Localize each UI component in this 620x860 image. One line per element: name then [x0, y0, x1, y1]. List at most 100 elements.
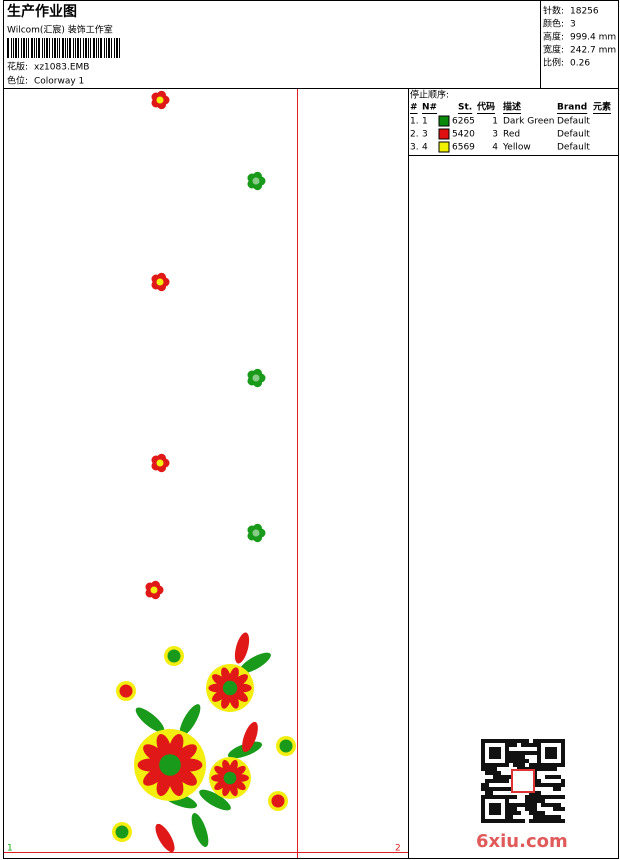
barcode-bar — [88, 38, 89, 58]
barcode-bar — [73, 38, 74, 58]
qr-cell — [545, 763, 549, 767]
qr-cell — [485, 819, 489, 823]
motif-center — [156, 96, 164, 104]
qr-cell — [561, 779, 565, 783]
stitches: 6265 — [452, 117, 475, 127]
qr-cell — [553, 807, 557, 811]
qr-cell — [513, 803, 517, 807]
description: Yellow — [502, 143, 531, 153]
qr-cell — [509, 803, 513, 807]
barcode-bar — [116, 38, 118, 58]
qr-cell — [497, 751, 501, 755]
qr-cell — [489, 791, 493, 795]
qr-cell — [509, 815, 513, 819]
motif-center — [252, 529, 260, 537]
qr-cell — [549, 739, 553, 743]
dot — [119, 684, 133, 698]
qr-cell — [481, 807, 485, 811]
qr-cell — [501, 775, 505, 779]
qr-cell — [537, 795, 541, 799]
qr-cell — [537, 767, 541, 771]
qr-cell — [493, 747, 497, 751]
qr-cell — [557, 775, 561, 779]
barcode-bar — [46, 38, 48, 58]
qr-cell — [517, 819, 521, 823]
qr-cell — [537, 799, 541, 803]
qr-cell — [505, 803, 509, 807]
qr-cell — [537, 811, 541, 815]
barcode-bar — [7, 38, 9, 58]
needle: 1 — [422, 117, 428, 127]
qr-cell — [505, 747, 509, 751]
qr-cell — [513, 739, 517, 743]
qr-cell — [557, 763, 561, 767]
flower-petal — [212, 674, 227, 687]
qr-cell — [529, 819, 533, 823]
qr-cell — [481, 755, 485, 759]
barcode-bar — [100, 38, 102, 58]
column-header: 代码 — [476, 101, 495, 113]
qr-cell — [497, 755, 501, 759]
qr-cell — [489, 819, 493, 823]
qr-cell — [553, 795, 557, 799]
qr-cell — [505, 795, 509, 799]
barcode-bar — [111, 38, 112, 58]
qr-cell — [545, 751, 549, 755]
barcode-bar — [80, 38, 81, 58]
qr-cell — [485, 783, 489, 787]
flower-petal — [222, 759, 231, 775]
qr-cell — [549, 775, 553, 779]
qr-cell — [497, 807, 501, 811]
qr-cell — [497, 771, 501, 775]
qr-cell — [529, 743, 533, 747]
stat-value: 0.26 — [570, 59, 590, 69]
qr-cell — [525, 803, 529, 807]
barcode-bar — [65, 38, 66, 58]
bud — [234, 632, 250, 664]
qr-cell — [557, 739, 561, 743]
qr-cell — [529, 811, 533, 815]
qr-cell — [493, 767, 497, 771]
dot — [271, 794, 285, 808]
qr-cell — [529, 799, 533, 803]
qr-cell — [505, 743, 509, 747]
barcode-bar — [52, 38, 53, 58]
qr-cell — [485, 767, 489, 771]
qr-cell — [545, 815, 549, 819]
qr-cell — [505, 763, 509, 767]
stat-label: 宽度: — [543, 44, 564, 56]
qr-cell — [513, 763, 517, 767]
barcode-bar — [85, 38, 87, 58]
needle: 4 — [422, 143, 428, 153]
qr-cell — [493, 795, 497, 799]
qr-cell — [517, 803, 521, 807]
motif-center — [156, 278, 164, 286]
qr-cell — [549, 819, 553, 823]
design: xz1083.EMB — [34, 63, 89, 73]
barcode-bar — [83, 38, 84, 58]
qr-cell — [529, 795, 533, 799]
barcode-bar — [96, 38, 97, 58]
stat-value: 999.4 mm — [570, 33, 616, 43]
watermark: 6xiu.com — [476, 831, 568, 852]
flower-petal — [175, 767, 197, 786]
color-swatch — [438, 128, 450, 140]
column-header: 元素 — [593, 101, 611, 113]
qr-cell — [537, 759, 541, 763]
qr-cell — [481, 799, 485, 803]
qr-cell — [493, 811, 497, 815]
qr-cell — [493, 779, 497, 783]
qr-cell — [541, 811, 545, 815]
qr-cell — [533, 751, 537, 755]
qr-cell — [537, 743, 541, 747]
qr-cell — [525, 795, 529, 799]
qr-cell — [561, 755, 565, 759]
barcode-bar — [38, 38, 40, 58]
qr-cell — [549, 747, 553, 751]
qr-cell — [501, 819, 505, 823]
stat-label: 颜色: — [543, 18, 564, 30]
barcode-bar — [98, 38, 99, 58]
qr-cell — [537, 747, 541, 751]
qr-cell — [485, 779, 489, 783]
